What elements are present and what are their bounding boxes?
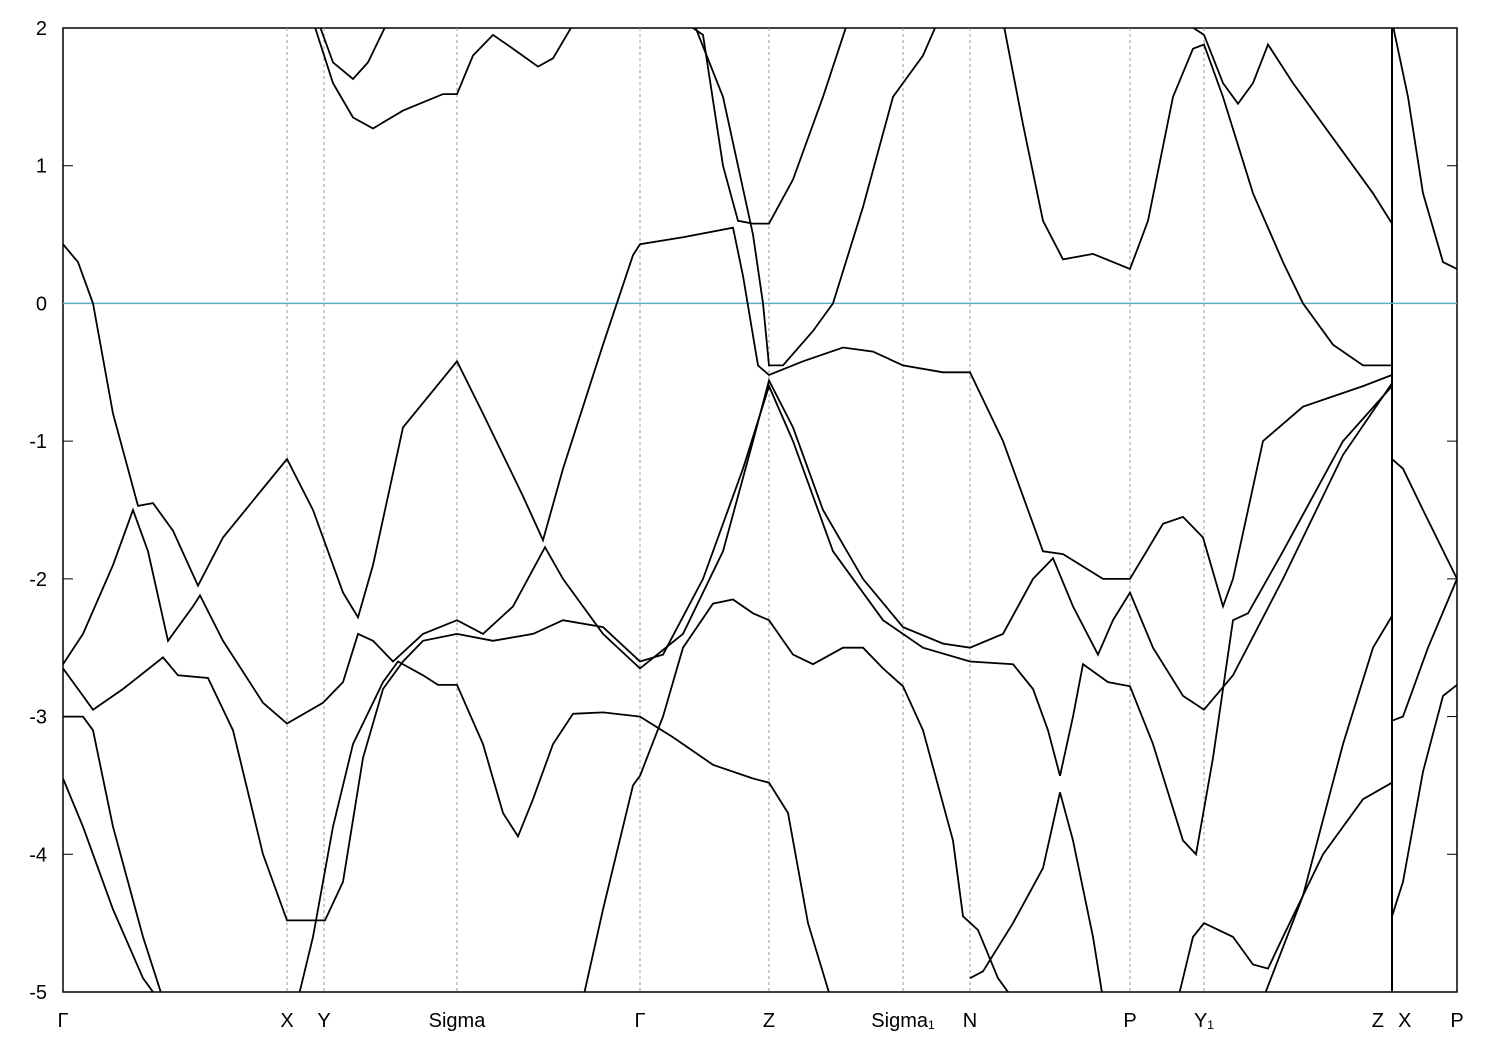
band-line: [691, 28, 847, 225]
band-line: [1392, 28, 1457, 270]
band-line: [1178, 781, 1393, 992]
x-tick-label: Sigma: [429, 1010, 487, 1032]
x-tick-label: Sigma₁: [871, 1010, 935, 1032]
band-line: [63, 377, 1393, 725]
band-line: [583, 598, 1010, 992]
x-tick-label: Γ: [57, 1010, 68, 1032]
x-tick-label: X: [1398, 1010, 1411, 1032]
x-tick-label: Y₁: [1194, 1010, 1214, 1032]
plot-frame: [62, 27, 1458, 993]
band-line: [63, 715, 162, 992]
band-line: [1003, 28, 1392, 367]
band-line: [298, 660, 830, 992]
band-line: [314, 28, 572, 130]
band-line: [694, 28, 936, 367]
y-tick-label: 2: [36, 18, 47, 40]
band-line: [63, 778, 155, 992]
x-tick-label: P: [1123, 1010, 1136, 1032]
x-tick-label: X: [280, 1010, 293, 1032]
y-tick-label: 0: [36, 293, 47, 315]
x-tick-label: Z: [763, 1010, 775, 1032]
y-tick-label: -3: [29, 707, 47, 729]
band-line: [63, 383, 1393, 922]
band-line: [1391, 578, 1457, 722]
x-tick-label: Y: [317, 1010, 330, 1032]
y-tick-label: 1: [36, 156, 47, 178]
y-tick-label: -5: [29, 982, 47, 1004]
band-line: [1264, 615, 1393, 992]
y-tick-label: -4: [29, 844, 47, 866]
y-tick-label: -2: [29, 569, 47, 591]
band-line: [63, 226, 1393, 620]
band-line: [1191, 28, 1393, 225]
y-tick-label: -1: [29, 431, 47, 453]
x-tick-label: N: [963, 1010, 977, 1032]
x-tick-label: Z: [1372, 1010, 1384, 1032]
bands: [63, 28, 1457, 992]
band-line: [319, 28, 386, 81]
x-tick-label: Γ: [634, 1010, 645, 1032]
band-line: [1391, 458, 1457, 580]
x-tick-label: P: [1450, 1010, 1463, 1032]
band-line: [1391, 684, 1457, 917]
band-line: [969, 792, 1103, 992]
